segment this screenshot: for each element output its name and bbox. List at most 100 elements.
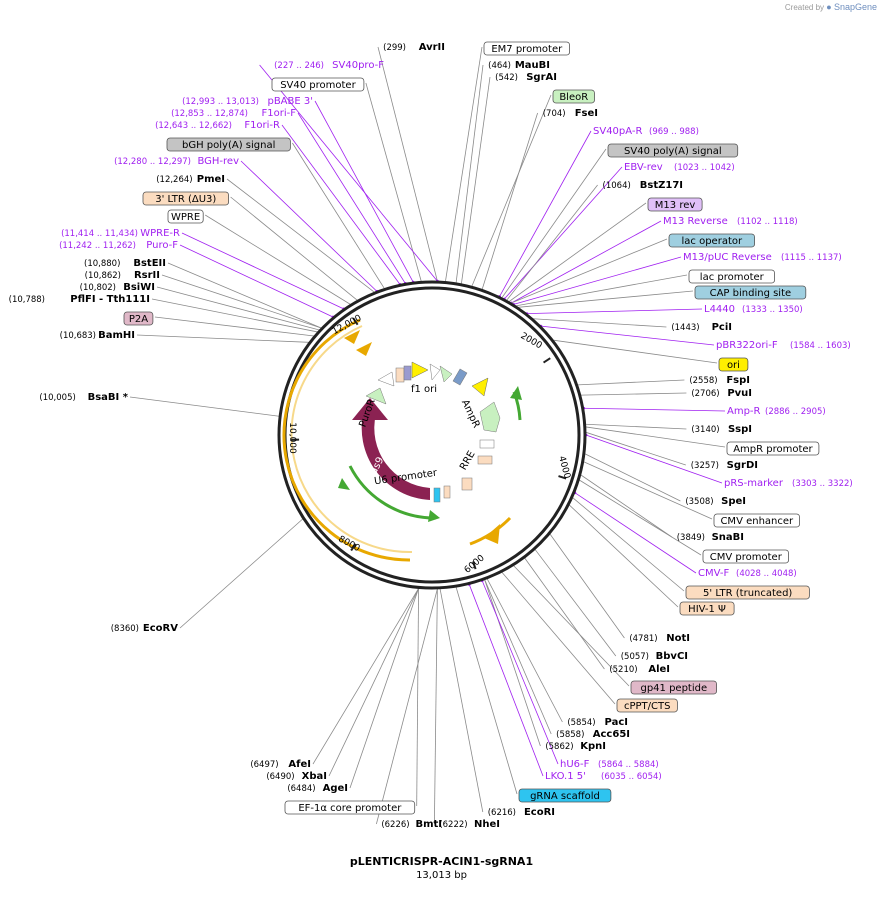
feature-name: SV40 promoter <box>280 80 356 91</box>
primer-position: (5864 .. 5884) <box>598 760 659 770</box>
feature-name: 3' LTR (ΔU3) <box>155 194 216 205</box>
feature-arc-green-cas9 <box>348 465 437 520</box>
enzyme-label-kpni: KpnI (5862) <box>545 741 606 752</box>
leader-line-ecorv <box>179 518 304 629</box>
feature-box-rre-1 <box>479 439 495 449</box>
enzyme-name: FspI <box>726 375 750 386</box>
enzyme-label-fspi: FspI (2558) <box>689 375 750 386</box>
primer-name: LKO.1 5' <box>545 771 586 782</box>
enzyme-label-maubi: MauBI (464) <box>488 60 550 71</box>
leader-line-ori <box>553 339 718 364</box>
feature-label-box <box>518 788 612 803</box>
leader-line-puro-f <box>179 244 334 318</box>
feature-name: WPRE <box>171 212 200 223</box>
enzyme-name: AvrII <box>419 42 445 53</box>
primer-name: WPRE-R <box>140 228 180 239</box>
primer-name: SV40pA-R <box>593 126 642 137</box>
primer-position: (3303 .. 3322) <box>792 479 853 489</box>
plasmid-name: pLENTICRISPR-ACIN1-sgRNA1 <box>349 855 534 868</box>
feature-name: SV40 poly(A) signal <box>624 146 722 157</box>
enzyme-label-agei: AgeI (6484) <box>287 783 348 794</box>
feature-name: EM7 promoter <box>491 44 563 55</box>
leader-line-paci <box>486 578 563 723</box>
feature-label-box <box>685 585 810 600</box>
enzyme-position: (10,683) <box>60 331 96 341</box>
leader-line-pcii <box>533 318 667 328</box>
feature-label-box <box>688 269 775 284</box>
feature-label-box <box>166 137 291 152</box>
feature-cas9-arc <box>361 410 430 500</box>
enzyme-name: KpnI <box>580 741 606 752</box>
feature-label-box <box>647 197 703 212</box>
enzyme-name: NheI <box>474 819 500 830</box>
primer-name: pRS-marker <box>724 478 784 489</box>
feature-arc-puro-region-inner <box>290 325 413 554</box>
primer-position: (12,853 .. 12,874) <box>171 109 248 119</box>
leader-line-sspi <box>585 423 687 430</box>
primer-label-l4440: L4440 (1333 .. 1350) <box>704 304 803 315</box>
feature-label-cmv-promoter: CMV promoter <box>702 549 789 564</box>
ring-tick-label: 10,000 <box>287 422 297 454</box>
enzyme-label-bsabi: BsaBI * (10,005) <box>39 392 128 403</box>
snapgene-credit: Created by ● SnapGene <box>785 2 877 12</box>
enzyme-name: BamHI <box>98 330 135 341</box>
feature-label-cmv-enhancer: CMV enhancer <box>713 513 800 528</box>
enzyme-position: (4781) <box>629 634 657 644</box>
leader-line-alei <box>524 557 605 670</box>
feature-label-box <box>167 209 204 224</box>
leader-line-sv40pro-f <box>259 64 438 282</box>
feature-name: gp41 peptide <box>640 683 707 694</box>
feature-label-ampr-promoter: AmpR promoter <box>726 441 820 456</box>
primer-position: (1333 .. 1350) <box>742 305 803 315</box>
feature-box-rre-3 <box>461 477 473 491</box>
feature-label-wpre: WPRE <box>167 209 204 224</box>
leader-line-bsteii <box>167 262 322 329</box>
enzyme-position: (6484) <box>287 784 315 794</box>
feature-arc-puro-region <box>282 318 411 562</box>
leader-line-cap-binding-site <box>518 290 694 308</box>
leader-line-f1ori-r <box>281 124 401 285</box>
feature-label-lac-promoter: lac promoter <box>688 269 775 284</box>
primer-position: (11,242 .. 11,262) <box>59 241 136 251</box>
primer-name: CMV-F <box>698 568 729 579</box>
feature-label-box <box>630 680 717 695</box>
leader-line-ecori <box>439 588 484 813</box>
enzyme-name: BbvCI <box>656 651 688 662</box>
feature-box-b <box>403 365 412 381</box>
feature-name: BleoR <box>559 92 588 103</box>
enzyme-name: SspI <box>728 424 752 435</box>
enzyme-name: EcoRV <box>143 623 178 634</box>
feature-arc-orange-lower <box>469 516 512 546</box>
enzyme-name: EcoRI <box>524 807 555 818</box>
leader-line-bsiwi <box>156 286 320 331</box>
leader-line-bmti <box>376 588 438 825</box>
leader-line-bgh-rev <box>240 160 378 292</box>
enzyme-name: PflFI - Tth111I <box>70 294 150 305</box>
feature-label-3-ltr-u3: 3' LTR (ΔU3) <box>142 191 229 206</box>
feature-arrow-orange-2 <box>356 342 372 356</box>
enzyme-name: SpeI <box>721 496 746 507</box>
primer-position: (1102 .. 1118) <box>737 217 798 227</box>
leader-line-m13-reverse <box>511 220 662 304</box>
enzyme-position: (10,862) <box>85 271 121 281</box>
leader-line-bgh-poly-a-signal <box>292 142 385 289</box>
feature-label-box <box>718 357 749 372</box>
leader-line-noti <box>549 533 625 639</box>
enzyme-label-bstz17i: BstZ17I (1064) <box>603 180 683 191</box>
leader-line-rsrii <box>161 274 322 329</box>
feature-name: lac promoter <box>700 272 765 283</box>
primer-name: EBV-rev <box>624 162 663 173</box>
enzyme-name: PciI <box>712 322 732 333</box>
enzyme-label-pflfi-tth111i: PflFI - Tth111I (10,788) <box>9 294 150 305</box>
feature-arrow-green-small <box>439 365 453 383</box>
feature-label-hiv-1: HIV-1 Ψ <box>679 601 735 616</box>
enzyme-name: RsrII <box>134 270 160 281</box>
enzyme-position: (6222) <box>439 820 467 830</box>
leader-line-agei <box>349 588 419 789</box>
leader-line-m13-rev <box>508 202 647 302</box>
primer-position: (227 .. 246) <box>274 61 324 71</box>
enzyme-label-bsteii: BstEII (10,880) <box>84 258 166 269</box>
plasmid-backbone <box>277 280 587 590</box>
primer-label-ebv-rev: EBV-rev (1023 .. 1042) <box>624 162 735 173</box>
